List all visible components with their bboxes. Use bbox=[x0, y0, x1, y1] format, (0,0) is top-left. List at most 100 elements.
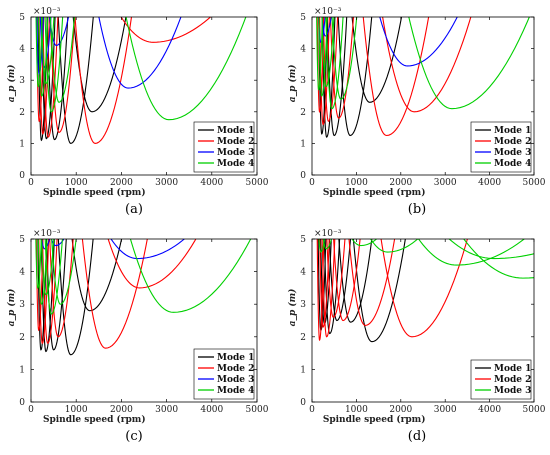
axes-box bbox=[30, 16, 258, 176]
series-3-lobe-6 bbox=[448, 239, 534, 260]
series-1-lobe-4 bbox=[337, 17, 373, 137]
y-tick-label-1: 1 bbox=[19, 365, 25, 375]
series-2-lobe-6 bbox=[382, 17, 472, 113]
series-1-lobe-4 bbox=[57, 239, 94, 356]
x-tick-label-0: 0 bbox=[309, 178, 315, 188]
series-3-lobe-2 bbox=[50, 239, 65, 247]
x-tick-label-2: 2000 bbox=[389, 178, 412, 188]
series-4-lobe-2 bbox=[318, 17, 328, 97]
series-1-lobe-6 bbox=[352, 239, 406, 343]
y-tick-label-2: 2 bbox=[300, 108, 306, 118]
legend-label-2: Mode 2 bbox=[217, 364, 254, 374]
plot-area bbox=[316, 239, 534, 343]
series-1-lobe-4 bbox=[57, 17, 94, 144]
y-tick-label-0: 0 bbox=[300, 171, 306, 181]
x-tick-label-4: 4000 bbox=[200, 178, 223, 188]
legend-label-2: Mode 2 bbox=[217, 137, 254, 147]
y-axis-label: a_p (m) bbox=[6, 289, 17, 327]
series-3-lobe-3 bbox=[110, 239, 186, 260]
axes-box bbox=[311, 16, 535, 176]
y-axis-label: a_p (m) bbox=[287, 289, 298, 327]
legend-label-1: Mode 1 bbox=[217, 126, 254, 136]
x-tick-label-2: 2000 bbox=[110, 405, 133, 415]
axes-box bbox=[30, 238, 258, 403]
series-4-lobe-5 bbox=[49, 17, 76, 103]
series-2-lobe-3 bbox=[321, 239, 336, 338]
chart-panel-3: 0 1000 2000 3000 4000 5000 0 1 2 3 4 5 ×10⁻³ Spindle … bbox=[6, 229, 269, 444]
series-2-lobe-4 bbox=[329, 17, 355, 119]
legend-label-4: Mode 4 bbox=[217, 159, 254, 169]
y-exponent-label: ×10⁻³ bbox=[314, 229, 342, 239]
series-4-lobe-1 bbox=[35, 17, 43, 88]
y-tick-label-3: 3 bbox=[300, 300, 306, 310]
x-tick-label-5: 5000 bbox=[246, 405, 269, 415]
series-4-lobe-3 bbox=[40, 239, 55, 296]
series-2-lobe-6 bbox=[107, 239, 197, 289]
panel-caption: (b) bbox=[408, 202, 426, 217]
y-tick-label-5: 5 bbox=[19, 235, 25, 245]
series-1-lobe-2 bbox=[321, 17, 336, 138]
x-tick-label-3: 3000 bbox=[155, 405, 178, 415]
y-tick-label-3: 3 bbox=[19, 76, 25, 86]
x-tick-label-4: 4000 bbox=[478, 178, 501, 188]
legend-label-2: Mode 2 bbox=[494, 375, 531, 385]
series-1-lobe-5 bbox=[338, 239, 373, 323]
series-2-lobe-5 bbox=[333, 239, 361, 322]
series-1-lobe-3 bbox=[46, 17, 69, 141]
x-tick-label-3: 3000 bbox=[434, 178, 457, 188]
axes-box bbox=[311, 238, 535, 403]
series-2-lobe-2 bbox=[319, 239, 330, 328]
series-2-lobe-5 bbox=[362, 17, 430, 137]
series-4-lobe-4 bbox=[44, 17, 64, 113]
legend-label-1: Mode 1 bbox=[494, 126, 531, 136]
x-tick-label-0: 0 bbox=[28, 405, 34, 415]
series-2-lobe-5 bbox=[74, 17, 133, 144]
series-4-lobe-3 bbox=[321, 17, 335, 88]
legend-label-2: Mode 2 bbox=[494, 137, 531, 147]
series-1-lobe-2 bbox=[40, 239, 55, 353]
x-tick-label-5: 5000 bbox=[523, 178, 546, 188]
series-1-lobe-5 bbox=[72, 17, 127, 113]
series-2-lobe-5 bbox=[81, 239, 148, 349]
series-1-lobe-4 bbox=[328, 239, 352, 322]
y-tick-label-5: 5 bbox=[19, 13, 25, 23]
series-2-lobe-1 bbox=[316, 239, 325, 342]
x-tick-label-4: 4000 bbox=[478, 405, 501, 415]
y-tick-label-2: 2 bbox=[19, 333, 25, 343]
y-axis-label: a_p (m) bbox=[6, 64, 17, 102]
y-exponent-label: ×10⁻³ bbox=[33, 229, 61, 239]
y-tick-label-1: 1 bbox=[300, 139, 306, 149]
series-2-lobe-6 bbox=[120, 17, 212, 43]
y-tick-label-0: 0 bbox=[19, 171, 25, 181]
series-3-lobe-3 bbox=[351, 239, 378, 247]
legend-label-1: Mode 1 bbox=[217, 353, 254, 363]
x-tick-label-1: 1000 bbox=[65, 405, 88, 415]
y-tick-label-2: 2 bbox=[300, 333, 306, 343]
legend-label-3: Mode 3 bbox=[494, 386, 531, 396]
series-3-lobe-3 bbox=[379, 17, 458, 67]
x-axis-label: Spindle speed (rpm) bbox=[323, 414, 426, 425]
series-4-lobe-4 bbox=[325, 17, 344, 110]
y-tick-label-0: 0 bbox=[19, 398, 25, 408]
series-4-lobe-6 bbox=[408, 17, 530, 110]
series-3-lobe-7 bbox=[463, 239, 534, 279]
y-tick-label-4: 4 bbox=[300, 45, 306, 55]
series-4-lobe-2 bbox=[37, 239, 48, 305]
y-tick-label-4: 4 bbox=[19, 268, 25, 278]
legend-label-4: Mode 4 bbox=[217, 386, 254, 396]
series-1-lobe-5 bbox=[71, 239, 123, 312]
series-3-lobe-2 bbox=[322, 239, 332, 250]
x-tick-label-1: 1000 bbox=[65, 178, 88, 188]
plot-area bbox=[35, 239, 252, 356]
plot-area bbox=[316, 17, 530, 138]
series-4-lobe-5 bbox=[51, 239, 77, 305]
x-axis-label: Spindle speed (rpm) bbox=[323, 187, 426, 198]
chart-panel-1: 0 1000 2000 3000 4000 5000 0 1 2 3 4 5 ×10⁻³ Spindle … bbox=[6, 7, 269, 217]
panel-caption: (c) bbox=[125, 429, 142, 444]
y-axis-label: a_p (m) bbox=[287, 64, 298, 102]
x-tick-label-1: 1000 bbox=[345, 405, 368, 415]
